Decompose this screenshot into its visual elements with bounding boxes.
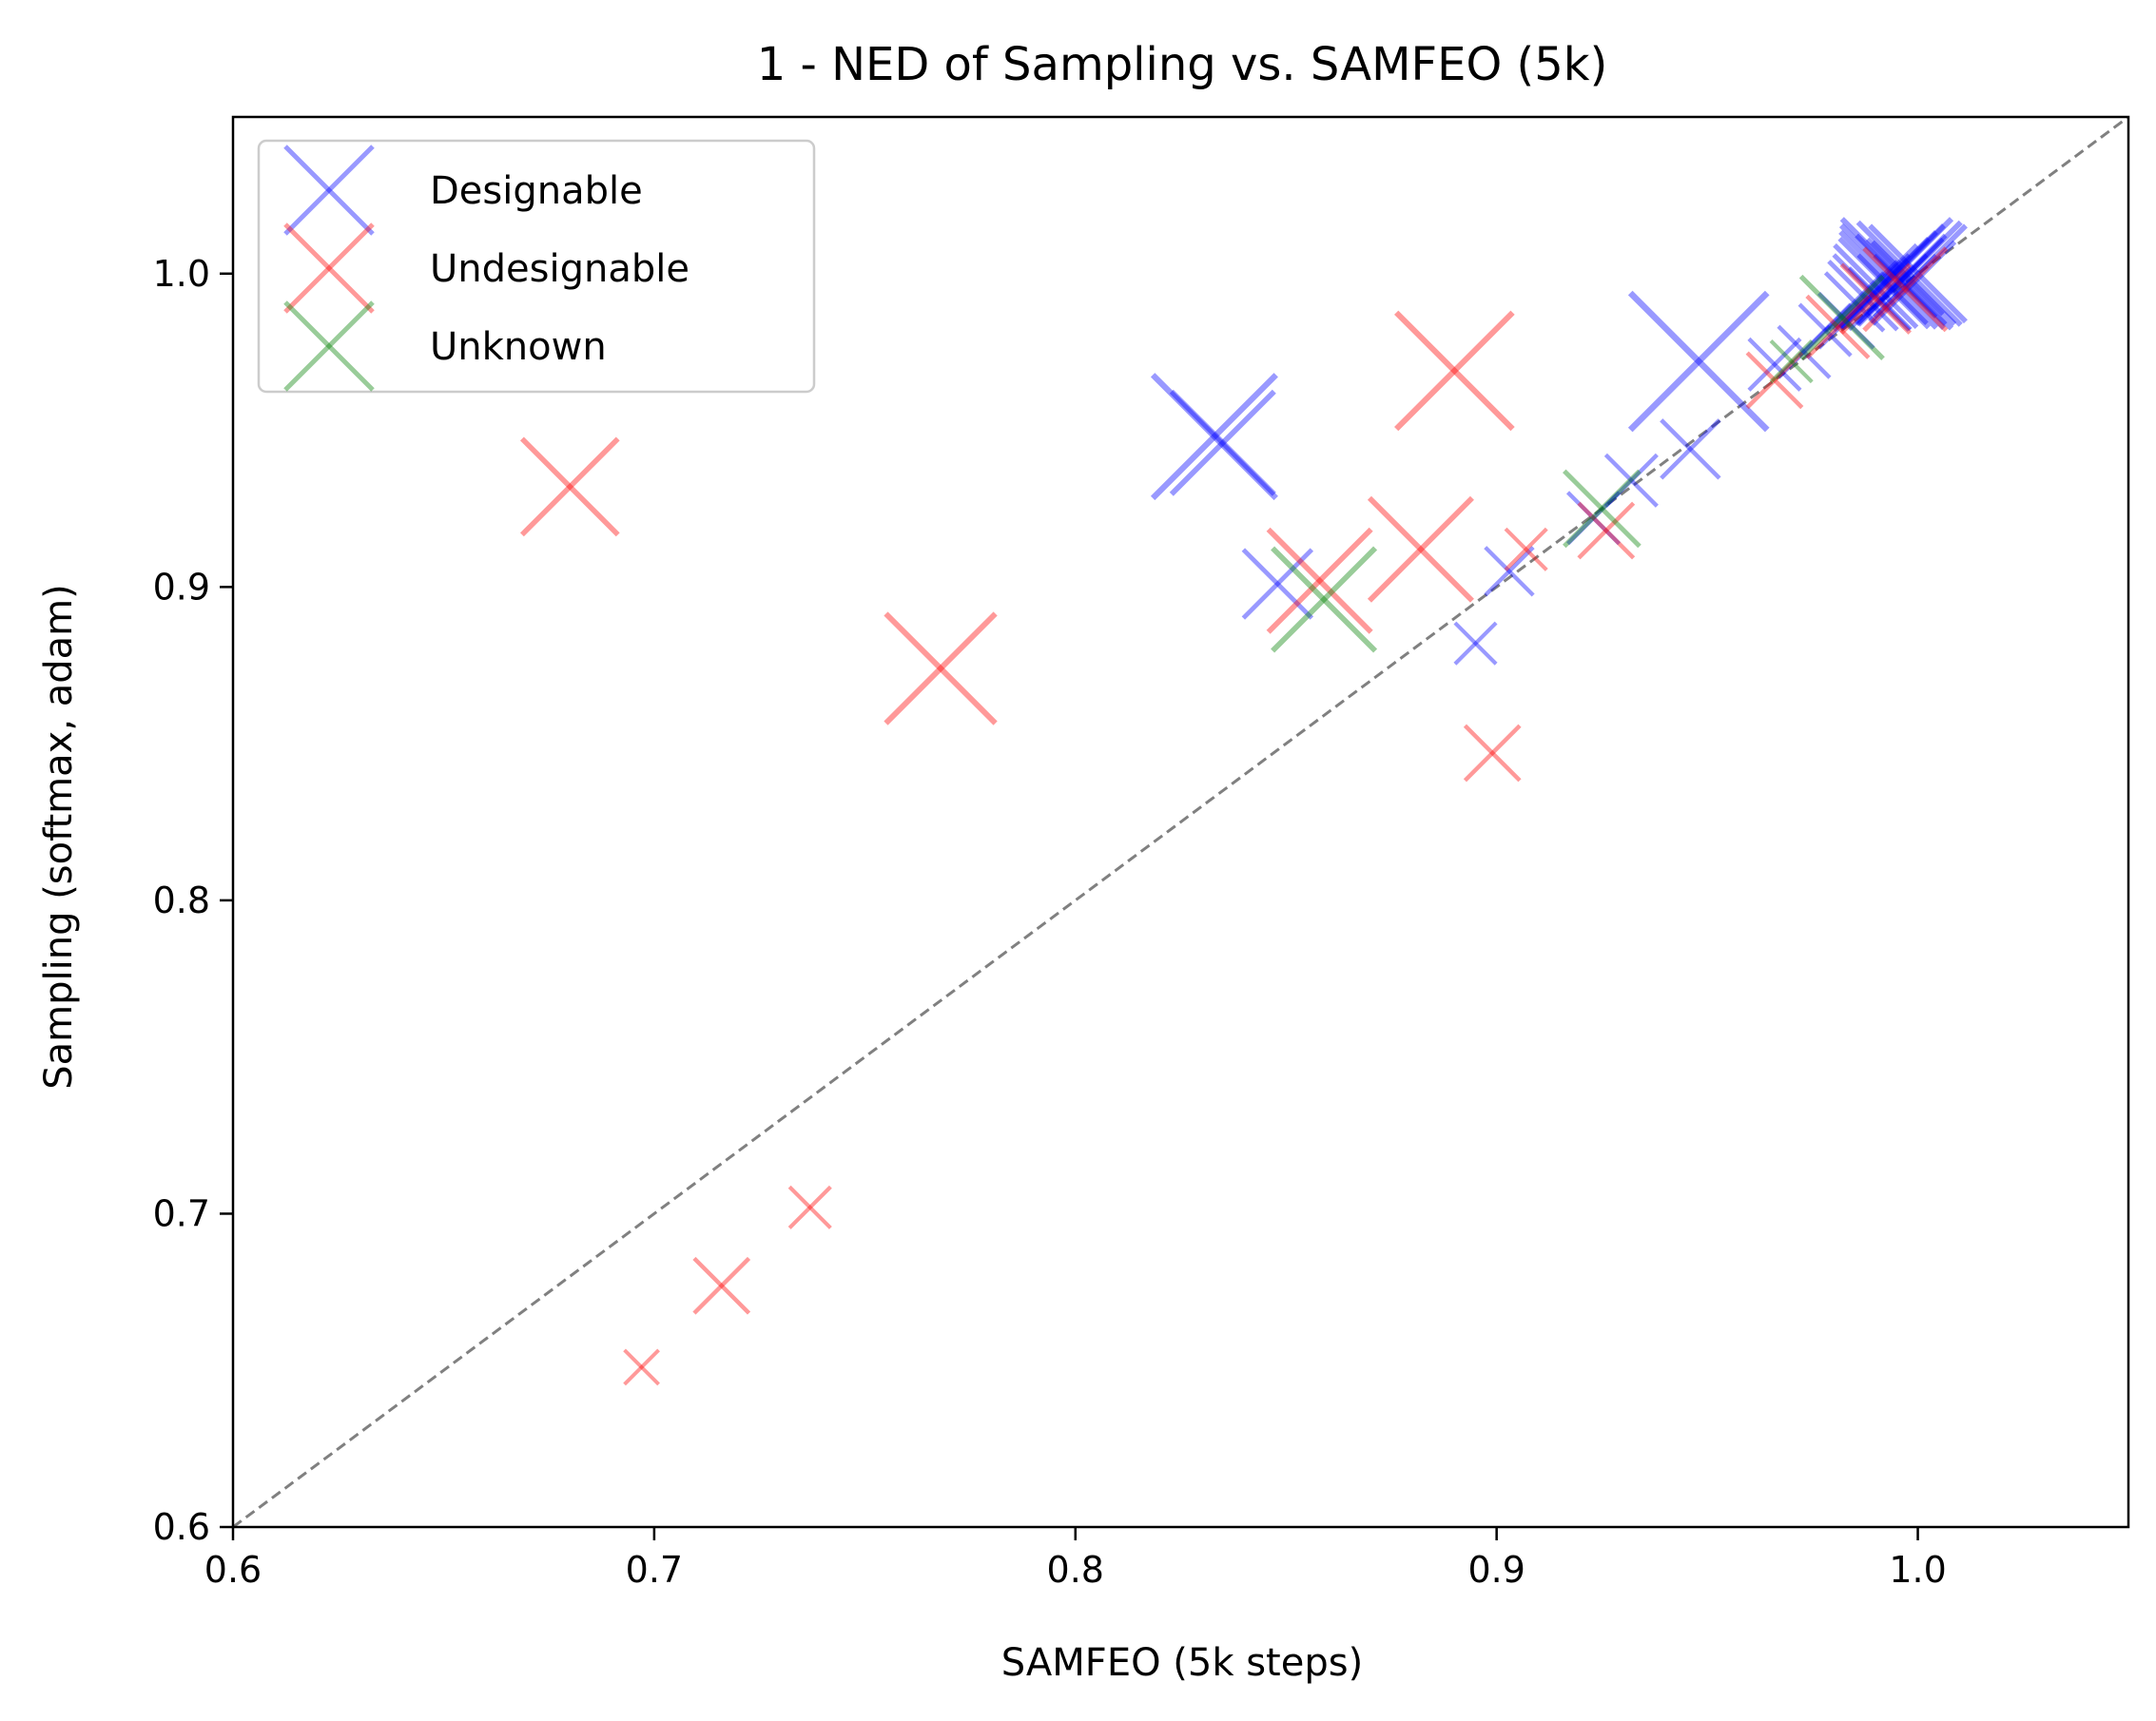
data-point	[1827, 260, 1899, 332]
data-point	[1777, 324, 1832, 379]
data-point	[1855, 220, 1963, 327]
x-tick-label: 0.8	[1047, 1549, 1104, 1591]
data-point	[1871, 240, 1957, 326]
x-tick-label: 0.6	[204, 1549, 262, 1591]
data-point	[1603, 453, 1659, 508]
data-point	[1660, 418, 1721, 480]
data-point	[1563, 469, 1641, 549]
data-point	[1855, 233, 1948, 327]
y-tick-label: 0.6	[153, 1506, 210, 1548]
data-point	[1266, 527, 1373, 634]
data-point	[1838, 230, 1938, 330]
y-tick-label: 1.0	[153, 253, 210, 295]
x-tick-label: 0.9	[1467, 1549, 1525, 1591]
data-point	[1862, 246, 1949, 333]
data-point	[1150, 373, 1278, 501]
y-tick-label: 0.7	[153, 1192, 210, 1234]
data-point	[1577, 501, 1636, 560]
x-tick-label: 1.0	[1889, 1549, 1946, 1591]
series-undesignable	[519, 246, 1949, 1386]
data-point	[1745, 351, 1804, 410]
data-point	[1747, 337, 1802, 392]
legend-label: Unknown	[430, 325, 607, 369]
series-designable	[1150, 217, 1968, 666]
plot-area	[231, 115, 2130, 1529]
data-point	[692, 1256, 751, 1315]
data-point	[1847, 266, 1913, 332]
data-point	[884, 611, 998, 725]
legend-item-undesignable: Undesignable	[283, 222, 690, 314]
legend-item-designable: Designable	[283, 145, 643, 236]
data-point	[1823, 271, 1886, 333]
data-point	[1367, 495, 1474, 603]
legend: Designable Undesignable Unknown	[257, 139, 816, 394]
data-point	[623, 1348, 660, 1386]
data-point	[1839, 217, 1954, 331]
data-point	[1865, 237, 1945, 317]
data-point	[1271, 546, 1378, 653]
data-point	[1816, 291, 1875, 350]
data-point	[1798, 274, 1885, 360]
data-point	[1868, 223, 1968, 324]
legend-box	[257, 139, 816, 394]
y-tick-label: 0.9	[153, 566, 210, 608]
data-point	[1394, 310, 1515, 432]
legend-marker	[283, 145, 375, 236]
marker-layer	[519, 217, 1968, 1386]
data-point	[1241, 548, 1314, 620]
data-point	[1838, 223, 1946, 331]
data-point	[1832, 253, 1912, 332]
data-point	[787, 1185, 832, 1229]
y-axis-ticks: 0.6 0.7 0.8 0.9 1.0	[153, 253, 233, 1548]
data-point	[1504, 527, 1548, 571]
data-point	[1873, 253, 1938, 319]
data-point	[1169, 389, 1276, 496]
data-point	[1453, 621, 1498, 666]
data-point	[1484, 546, 1535, 597]
legend-marker	[283, 222, 375, 314]
data-point	[1839, 262, 1912, 335]
chart-title: 1 - NED of Sampling vs. SAMFEO (5k)	[757, 38, 1608, 91]
series-unknown	[1271, 274, 1885, 653]
data-point	[1856, 253, 1929, 325]
legend-label: Designable	[430, 169, 643, 213]
data-point	[1565, 491, 1622, 546]
y-axis-label: Sampling (softmax, adam)	[37, 584, 81, 1089]
y-tick-label: 0.8	[153, 880, 210, 921]
data-point	[1797, 302, 1853, 358]
data-point	[519, 436, 620, 537]
x-axis-ticks: 0.6 0.7 0.8 0.9 1.0	[204, 1527, 1947, 1591]
x-axis-label: SAMFEO (5k steps)	[1001, 1641, 1363, 1685]
data-point	[1627, 290, 1770, 433]
legend-label: Undesignable	[430, 247, 690, 291]
data-point	[1833, 242, 1919, 329]
data-point	[1769, 339, 1814, 384]
data-point	[1805, 294, 1871, 359]
plot-frame	[231, 115, 2130, 1529]
x-tick-label: 0.7	[626, 1549, 683, 1591]
data-point	[1463, 724, 1522, 783]
legend-item-unknown: Unknown	[283, 300, 607, 392]
legend-marker	[283, 300, 375, 392]
data-point	[1837, 236, 1931, 330]
reference-diagonal-line	[233, 117, 2128, 1527]
